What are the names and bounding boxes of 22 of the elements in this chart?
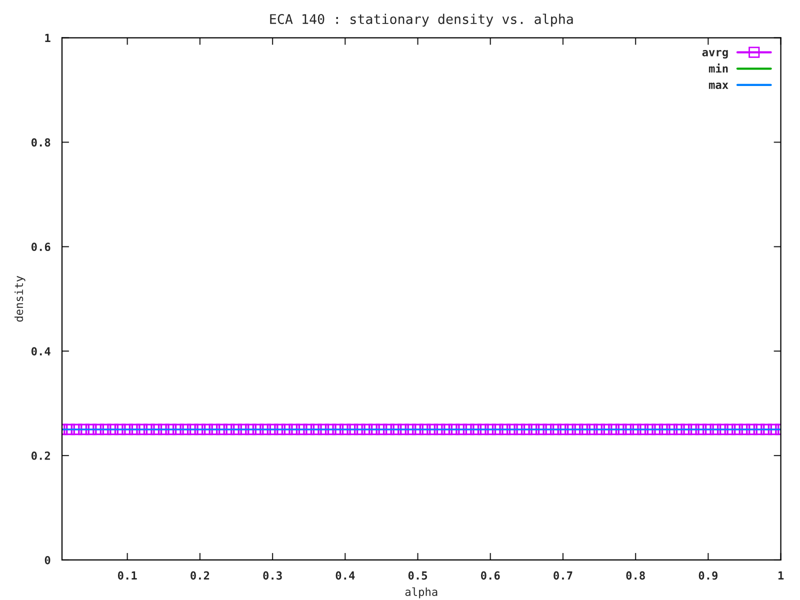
x-tick-label: 0.8 <box>626 571 645 580</box>
x-tick-label: 1 <box>778 571 784 580</box>
y-tick-label: 0.4 <box>31 347 50 356</box>
x-axis-title: alpha <box>405 587 438 598</box>
x-tick-label: 0.1 <box>118 571 137 580</box>
x-tick-label: 0.6 <box>481 571 500 580</box>
x-tick-label: 0.4 <box>336 571 355 580</box>
x-tick-label: 0.5 <box>408 571 428 580</box>
x-tick-label: 0.3 <box>263 571 282 580</box>
x-tick-label: 0.9 <box>698 571 718 580</box>
y-tick-label: 1 <box>45 34 50 42</box>
legend-label: max <box>708 82 728 90</box>
x-tick-label: 0.2 <box>190 571 210 580</box>
x-tick-label: 0.7 <box>554 571 572 580</box>
y-tick-label: 0.2 <box>31 452 50 460</box>
legend-label: avrg <box>702 50 728 59</box>
y-tick-label: 0.6 <box>31 242 50 252</box>
y-axis-title: density <box>14 276 26 322</box>
legend-label: min <box>708 64 728 73</box>
chart-title: ECA 140 : stationary density vs. alpha <box>270 14 573 27</box>
y-tick-label: 0 <box>44 556 50 564</box>
y-tick-label: 0.8 <box>31 138 50 147</box>
